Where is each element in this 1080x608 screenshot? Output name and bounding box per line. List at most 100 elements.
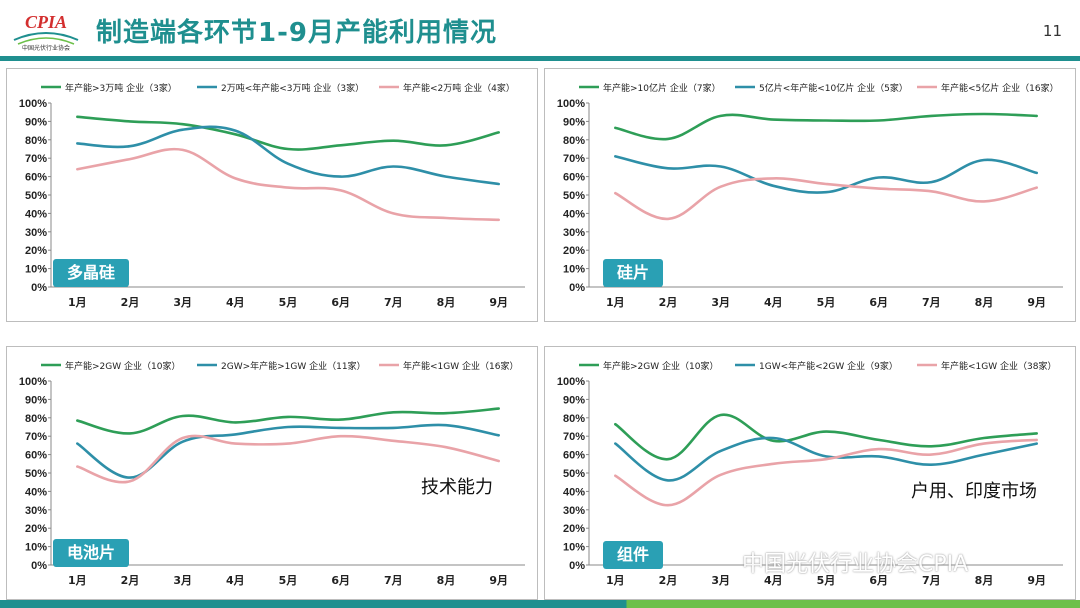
y-tick-label-wafer: 10%: [563, 264, 585, 276]
series-line-polysilicon-0: [76, 115, 500, 151]
chart-panel-wafer: 年产能>10亿片 企业（7家） 5亿片<年产能<10亿片 企业（5家） 年产能<5亿…: [544, 68, 1076, 322]
y-tick-label-cell: 50%: [25, 468, 47, 480]
y-tick-label-polysilicon: 100%: [19, 98, 47, 110]
x-tick-label-module: 6月: [869, 574, 888, 587]
x-tick-label-cell: 6月: [331, 574, 350, 587]
x-tick-label-wafer: 9月: [1027, 296, 1046, 309]
y-tick-label-module: 80%: [563, 413, 585, 425]
x-tick-label-polysilicon: 8月: [437, 296, 456, 309]
y-tick-label-polysilicon: 30%: [25, 227, 47, 239]
y-tick-label-polysilicon: 20%: [25, 245, 47, 257]
y-tick-label-cell: 0%: [31, 560, 47, 572]
y-tick-label-polysilicon: 60%: [25, 172, 47, 184]
x-tick-label-wafer: 6月: [869, 296, 888, 309]
x-tick-label-cell: 9月: [489, 574, 508, 587]
chart-polysilicon: 年产能>3万吨 企业（3家） 2万吨<年产能<3万吨 企业（3家） 年产能<2万吨 …: [19, 82, 525, 309]
y-tick-label-module: 40%: [563, 486, 585, 498]
y-tick-label-polysilicon: 40%: [25, 208, 47, 220]
y-tick-label-cell: 60%: [25, 450, 47, 462]
y-tick-label-wafer: 0%: [569, 282, 585, 294]
page-number: 11: [1042, 22, 1062, 40]
series-line-cell-2: [76, 434, 500, 484]
y-tick-label-cell: 30%: [25, 505, 47, 517]
series-line-wafer-2: [614, 177, 1038, 221]
y-tick-label-polysilicon: 90%: [25, 116, 47, 128]
legend-label-polysilicon-0: 年产能>3万吨 企业（3家）: [65, 82, 177, 94]
legend-label-polysilicon-1: 2万吨<年产能<3万吨 企业（3家）: [221, 82, 364, 94]
series-line-polysilicon-1: [76, 125, 500, 186]
legend-label-wafer-2: 年产能<5亿片 企业（16家）: [941, 82, 1059, 94]
x-tick-label-cell: 4月: [226, 574, 245, 587]
legend-label-polysilicon-2: 年产能<2万吨 企业（4家）: [403, 82, 515, 94]
header-rule: [0, 56, 1080, 61]
y-tick-label-module: 90%: [563, 394, 585, 406]
x-tick-label-module: 4月: [764, 574, 783, 587]
legend-label-wafer-0: 年产能>10亿片 企业（7家）: [603, 82, 721, 94]
x-tick-label-wafer: 5月: [817, 296, 836, 309]
y-tick-label-polysilicon: 0%: [31, 282, 47, 294]
chart-tag-cell: 电池片: [53, 539, 130, 567]
y-tick-label-wafer: 90%: [563, 116, 585, 128]
header: CPIA 中国光伏行业协会 制造端各环节1-9月产能利用情况 11: [0, 0, 1080, 62]
cpia-logo: CPIA 中国光伏行业协会: [13, 12, 79, 52]
x-tick-label-cell: 1月: [68, 574, 87, 587]
x-tick-label-wafer: 3月: [711, 296, 730, 309]
logo-text: CPIA: [25, 12, 67, 32]
y-tick-label-polysilicon: 10%: [25, 264, 47, 276]
chart-wafer: 年产能>10亿片 企业（7家） 5亿片<年产能<10亿片 企业（5家） 年产能<5亿…: [557, 82, 1063, 309]
x-tick-label-polysilicon: 7月: [384, 296, 403, 309]
y-tick-label-wafer: 20%: [563, 245, 585, 257]
legend-label-module-2: 年产能<1GW 企业（38家）: [941, 360, 1056, 372]
y-tick-label-cell: 80%: [25, 413, 47, 425]
chart-module: 年产能>2GW 企业（10家） 1GW<年产能<2GW 企业（9家） 年产能<1GW…: [557, 360, 1063, 587]
chart-tag-polysilicon: 多晶硅: [53, 259, 130, 287]
watermark: 中国光伏行业协会CPIA: [742, 552, 969, 577]
series-line-module-2: [614, 438, 1038, 507]
y-tick-label-module: 70%: [563, 431, 585, 443]
legend-label-cell-1: 2GW>年产能>1GW 企业（11家）: [221, 360, 366, 372]
y-tick-label-module: 50%: [563, 468, 585, 480]
chart-panel-cell: 年产能>2GW 企业（10家） 2GW>年产能>1GW 企业（11家） 年产能<1G…: [6, 346, 538, 600]
chart-cell: 年产能>2GW 企业（10家） 2GW>年产能>1GW 企业（11家） 年产能<1G…: [19, 360, 525, 587]
series-line-wafer-1: [614, 155, 1038, 194]
series-line-module-0: [614, 413, 1038, 461]
chart-note-cell: 技术能力: [421, 477, 493, 498]
y-tick-label-module: 20%: [563, 523, 585, 535]
x-tick-label-polysilicon: 2月: [121, 296, 140, 309]
legend-label-module-0: 年产能>2GW 企业（10家）: [603, 360, 718, 372]
chart-panel-polysilicon: 年产能>3万吨 企业（3家） 2万吨<年产能<3万吨 企业（3家） 年产能<2万吨 …: [6, 68, 538, 322]
x-tick-label-wafer: 2月: [659, 296, 678, 309]
legend-label-wafer-1: 5亿片<年产能<10亿片 企业（5家）: [759, 82, 908, 94]
x-tick-label-wafer: 7月: [922, 296, 941, 309]
x-tick-label-cell: 7月: [384, 574, 403, 587]
x-tick-label-polysilicon: 5月: [279, 296, 298, 309]
x-tick-label-module: 2月: [659, 574, 678, 587]
y-tick-label-module: 10%: [563, 542, 585, 554]
x-tick-label-module: 1月: [606, 574, 625, 587]
chart-panel-module: 年产能>2GW 企业（10家） 1GW<年产能<2GW 企业（9家） 年产能<1GW…: [544, 346, 1076, 600]
y-tick-label-module: 30%: [563, 505, 585, 517]
series-line-wafer-0: [614, 112, 1038, 141]
x-tick-label-module: 3月: [711, 574, 730, 587]
series-line-polysilicon-2: [76, 147, 500, 222]
page-title: 制造端各环节1-9月产能利用情况: [96, 18, 497, 48]
y-tick-label-cell: 10%: [25, 542, 47, 554]
y-tick-label-cell: 70%: [25, 431, 47, 443]
series-line-module-1: [614, 436, 1038, 482]
y-tick-label-wafer: 80%: [563, 135, 585, 147]
y-tick-label-wafer: 70%: [563, 153, 585, 165]
y-tick-label-cell: 90%: [25, 394, 47, 406]
y-tick-label-polysilicon: 70%: [25, 153, 47, 165]
y-tick-label-cell: 40%: [25, 486, 47, 498]
y-tick-label-cell: 100%: [19, 376, 47, 388]
legend-label-module-1: 1GW<年产能<2GW 企业（9家）: [759, 360, 898, 372]
x-tick-label-polysilicon: 3月: [173, 296, 192, 309]
x-tick-label-cell: 2月: [121, 574, 140, 587]
x-tick-label-polysilicon: 4月: [226, 296, 245, 309]
chart-tag-wafer: 硅片: [603, 259, 664, 287]
logo-subtitle: 中国光伏行业协会: [22, 44, 70, 52]
x-tick-label-polysilicon: 6月: [331, 296, 350, 309]
x-tick-label-wafer: 1月: [606, 296, 625, 309]
y-tick-label-wafer: 50%: [563, 190, 585, 202]
x-tick-label-cell: 5月: [279, 574, 298, 587]
